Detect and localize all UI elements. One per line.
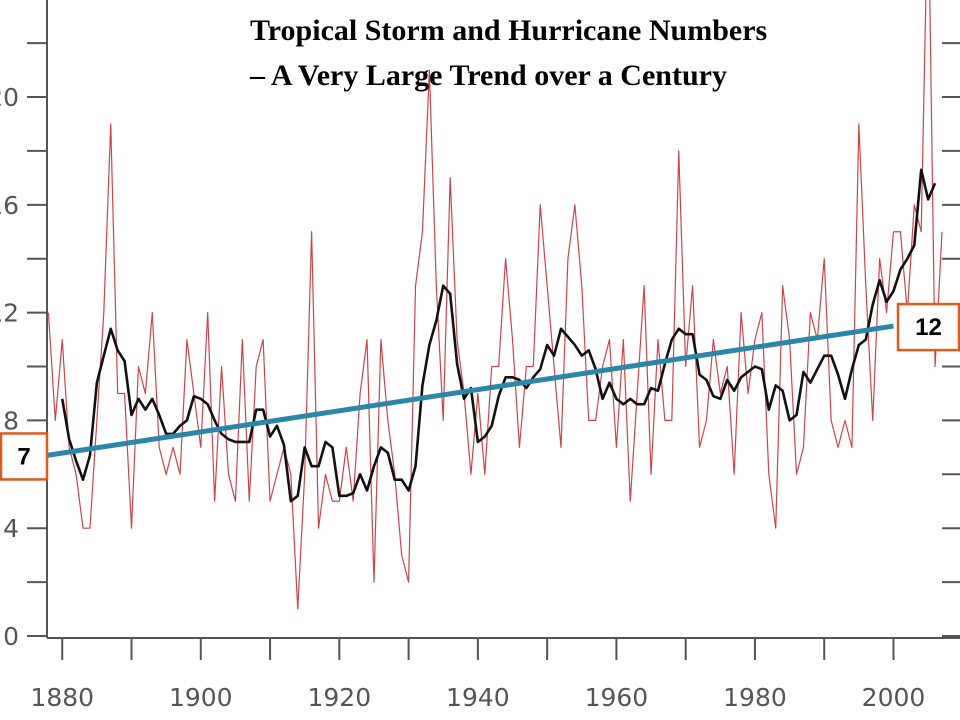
y-tick-label: 12	[0, 299, 19, 328]
x-tick-label: 1980	[723, 683, 787, 712]
x-tick-label: 2000	[862, 683, 926, 712]
annotation-box	[0, 432, 49, 481]
chart-title: Tropical Storm and Hurricane Numbers	[250, 14, 767, 47]
x-tick-label: 1960	[585, 683, 649, 712]
plot-area	[47, 0, 943, 610]
series-line	[47, 323, 894, 458]
y-tick-label: 20	[0, 83, 19, 112]
series-line	[47, 0, 943, 610]
annotation-text: 7	[17, 443, 30, 470]
x-tick-label: 1880	[30, 683, 94, 712]
chart-subtitle: – A Very Large Trend over a Century	[249, 59, 727, 92]
y-tick-label: 0	[3, 622, 19, 651]
series-line	[60, 168, 937, 503]
y-tick-label: 8	[3, 406, 19, 435]
annotation-box	[896, 302, 960, 352]
x-tick-label: 1920	[308, 683, 372, 712]
x-tick-label: 1900	[169, 683, 233, 712]
x-tick-label: 1940	[446, 683, 510, 712]
y-tick-label: 16	[0, 191, 19, 220]
annotation-text: 12	[915, 314, 942, 341]
y-tick-label: 4	[3, 514, 19, 543]
